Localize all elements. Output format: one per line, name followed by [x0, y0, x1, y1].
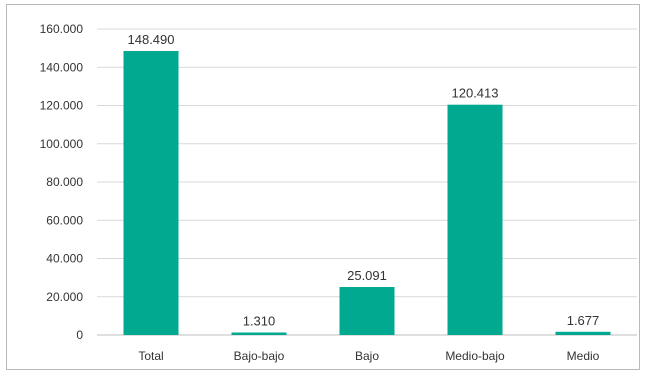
data-label: 148.490: [128, 32, 175, 47]
data-label: 1.310: [243, 313, 276, 328]
bar: [123, 51, 179, 335]
x-tick-label: Total: [138, 349, 163, 363]
bar: [447, 104, 503, 335]
bar: [555, 331, 611, 335]
bar: [339, 287, 395, 335]
x-tick-label: Medio-bajo: [445, 349, 505, 363]
x-axis-ticks: Total Bajo-bajo Bajo Medio-bajo Medio: [138, 349, 599, 363]
gridlines: [97, 28, 637, 298]
y-tick-label: 40.000: [46, 252, 83, 266]
y-tick-label: 140.000: [40, 60, 84, 74]
y-axis-ticks: 0 20.000 40.000 60.000 80.000 100.000 120.000 1…: [40, 22, 84, 342]
y-tick-label: 60.000: [46, 213, 83, 227]
bars: [123, 51, 611, 335]
data-label: 1.677: [567, 313, 600, 328]
y-tick-label: 80.000: [46, 175, 83, 189]
y-tick-label: 20.000: [46, 290, 83, 304]
y-tick-label: 0: [76, 328, 83, 342]
data-label: 25.091: [347, 268, 387, 283]
chart-frame: [6, 4, 640, 370]
x-tick-label: Bajo: [355, 349, 379, 363]
data-label: 120.413: [452, 86, 499, 101]
x-tick-label: Bajo-bajo: [234, 349, 285, 363]
y-tick-label: 100.000: [40, 137, 84, 151]
y-tick-label: 160.000: [40, 22, 84, 36]
y-tick-label: 120.000: [40, 99, 84, 113]
data-labels: 148.490 1.310 25.091 120.413 1.677: [128, 32, 600, 328]
x-tick-label: Medio: [567, 349, 600, 363]
bar: [231, 332, 287, 335]
